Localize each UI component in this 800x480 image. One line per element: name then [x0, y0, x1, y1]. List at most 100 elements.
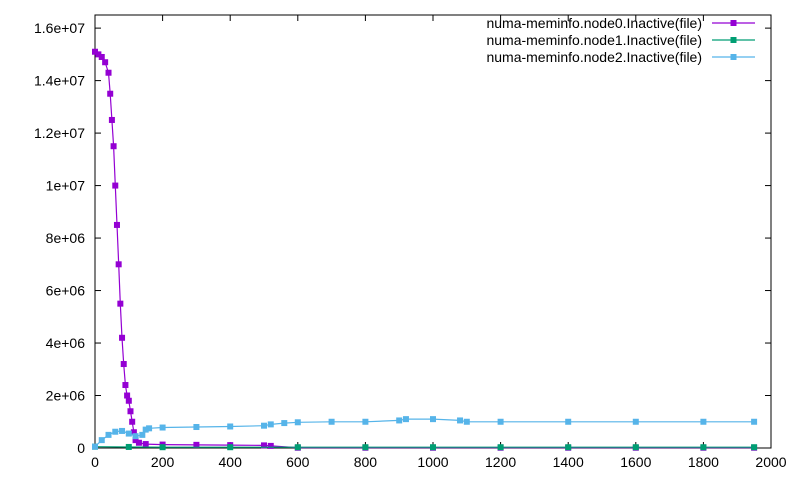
data-point [105, 69, 112, 76]
data-point [115, 261, 122, 268]
data-point [227, 444, 234, 451]
data-point [132, 433, 139, 440]
data-point [108, 116, 115, 123]
data-point [98, 53, 105, 60]
data-point [463, 418, 470, 425]
data-point [700, 418, 707, 425]
x-axis: 0 200 400 600 800 1000 1200 1400 1600 1800 2000 [91, 15, 787, 470]
data-point [497, 444, 504, 451]
series-line [94, 51, 755, 449]
data-point [122, 382, 129, 389]
data-point [267, 442, 274, 449]
x-tick-label: 600 [286, 454, 310, 470]
data-point [267, 421, 274, 428]
x-tick-label: 800 [354, 454, 378, 470]
x-tick-label: 200 [151, 454, 175, 470]
y-tick-label: 4e+06 [46, 335, 86, 351]
series-2 [92, 416, 758, 450]
data-point [107, 90, 114, 97]
data-point [294, 444, 301, 451]
data-point [751, 444, 758, 451]
data-point [119, 427, 126, 434]
data-point [105, 431, 112, 438]
y-tick-label: 1.4e+07 [34, 73, 85, 89]
data-point [751, 418, 758, 425]
data-point [497, 418, 504, 425]
data-point [294, 419, 301, 426]
data-point [700, 444, 707, 451]
data-point [139, 431, 146, 438]
data-point [565, 444, 572, 451]
x-tick-label: 1000 [417, 454, 448, 470]
data-point [112, 182, 119, 189]
y-tick-label: 6e+06 [46, 283, 86, 299]
data-point [281, 420, 288, 427]
legend-label: numa-meminfo.node0.Inactive(file) [486, 15, 702, 31]
data-point [142, 441, 149, 448]
legend-swatch-marker [730, 37, 737, 43]
legend-swatch-marker [730, 20, 737, 26]
legend-label: numa-meminfo.node2.Inactive(file) [486, 49, 702, 65]
data-point [125, 397, 132, 404]
x-tick-label: 2000 [755, 454, 786, 470]
data-point [632, 418, 639, 425]
data-point [95, 51, 102, 58]
legend: numa-meminfo.node0.Inactive(file)numa-me… [486, 15, 755, 65]
data-point [146, 425, 153, 432]
plot-frame [94, 14, 772, 449]
data-point [127, 408, 134, 415]
data-point [261, 422, 267, 429]
y-tick-label: 1e+07 [46, 178, 86, 194]
data-point [430, 444, 436, 451]
series-0 [92, 48, 758, 451]
data-point [135, 439, 142, 446]
y-tick-label: 0 [77, 440, 85, 456]
data-point [92, 48, 98, 55]
x-tick-label: 1800 [688, 454, 719, 470]
data-point [396, 417, 403, 424]
y-tick-label: 2e+06 [46, 388, 86, 404]
data-point [129, 418, 136, 425]
data-point [362, 418, 369, 425]
legend-item: numa-meminfo.node0.Inactive(file) [486, 15, 755, 31]
data-point [261, 442, 267, 449]
x-tick-label: 0 [91, 454, 99, 470]
data-point [125, 430, 132, 437]
data-point [402, 416, 409, 423]
y-tick-label: 1.2e+07 [34, 125, 85, 141]
data-point [113, 221, 120, 228]
data-point [98, 437, 105, 444]
data-point [125, 443, 132, 450]
data-point [159, 444, 166, 451]
y-axis: 0 2e+06 4e+06 6e+06 8e+06 1e+07 1.2e+07 1.4e+07… [34, 20, 771, 456]
legend-label: numa-meminfo.node1.Inactive(file) [486, 32, 702, 48]
data-point [120, 361, 127, 368]
data-point [159, 424, 166, 431]
data-point [102, 59, 109, 66]
data-point [124, 392, 131, 399]
x-tick-label: 1400 [553, 454, 584, 470]
legend-item: numa-meminfo.node1.Inactive(file) [486, 32, 755, 48]
data-point [328, 418, 335, 425]
series-layer [92, 48, 758, 451]
legend-item: numa-meminfo.node2.Inactive(file) [486, 49, 755, 65]
data-point [193, 424, 200, 431]
data-point [632, 444, 639, 451]
data-point [430, 416, 436, 423]
data-point [193, 441, 200, 448]
data-point [92, 443, 98, 450]
legend-swatch-marker [730, 54, 737, 60]
data-point [457, 417, 464, 424]
data-point [130, 429, 137, 436]
x-tick-label: 1600 [620, 454, 651, 470]
data-point [362, 444, 369, 451]
x-tick-label: 400 [219, 454, 243, 470]
series-line [94, 446, 755, 448]
data-point [110, 143, 117, 150]
data-point [132, 437, 139, 444]
data-point [112, 428, 119, 435]
data-point [117, 300, 124, 307]
data-point [565, 418, 572, 425]
data-point [227, 423, 234, 430]
